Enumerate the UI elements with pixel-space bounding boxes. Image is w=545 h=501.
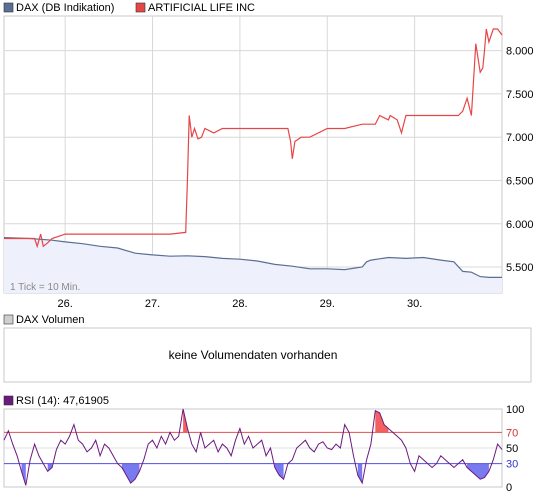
rsi-oversold-fill: [47, 463, 53, 472]
price-x-tick-label: 26.: [58, 298, 73, 310]
price-y-tick-label: 7.500: [506, 89, 534, 101]
rsi-y-tick-label: 50: [506, 443, 518, 455]
price-x-tick-label: 29.: [320, 298, 335, 310]
price-x-tick-label: 28.: [232, 298, 247, 310]
volume-empty-message: keine Volumendaten vorhanden: [169, 348, 338, 362]
rsi-legend-swatch: [3, 395, 14, 406]
rsi-series-line: [3, 408, 503, 486]
price-x-tick-label: 27.: [145, 298, 160, 310]
rsi-zone-fills: [21, 409, 489, 486]
price-y-axis: 8.000 7.500 7.000 6.500 6.000 5.500: [506, 46, 534, 274]
dax-series-line: [3, 237, 502, 278]
volume-legend-swatch: [3, 314, 14, 325]
volume-legend-label: DAX Volumen: [16, 314, 84, 326]
price-y-tick-label: 5.500: [506, 262, 534, 274]
price-y-tick-label: 8.000: [506, 46, 534, 58]
price-x-axis: 26. 27. 28. 29. 30.: [58, 298, 423, 310]
rsi-oversold-fill: [274, 463, 284, 480]
rsi-legend-label: RSI (14): 47,61905: [16, 395, 109, 407]
rsi-overbought-fill: [375, 410, 389, 433]
rsi-y-tick-label: 100: [506, 404, 524, 416]
rsi-y-tick-label: 30: [506, 459, 518, 471]
rsi-y-tick-label: 70: [506, 427, 518, 439]
artificial-legend-label: ARTIFICIAL LIFE INC: [148, 2, 255, 14]
legend-top: DAX (DB Indikation) ARTIFICIAL LIFE INC: [3, 2, 255, 14]
dax-legend-label: DAX (DB Indikation): [16, 2, 114, 14]
dax-legend-swatch: [3, 2, 14, 13]
artificial-legend-swatch: [135, 2, 146, 13]
price-y-tick-label: 6.000: [506, 219, 534, 231]
volume-panel-frame: [3, 327, 532, 383]
rsi-oversold-fill: [357, 463, 363, 484]
rsi-oversold-fill: [21, 463, 26, 486]
price-y-tick-label: 6.500: [506, 175, 534, 187]
price-x-tick-label: 30.: [407, 298, 422, 310]
tick-note: 1 Tick = 10 Min.: [10, 282, 80, 293]
rsi-oversold-fill: [121, 463, 140, 484]
rsi-oversold-fill: [467, 463, 489, 480]
rsi-y-axis: 100 70 50 30 0: [506, 404, 524, 494]
rsi-legend: RSI (14): 47,61905: [3, 395, 109, 407]
rsi-y-tick-label: 0: [506, 482, 512, 494]
price-y-tick-label: 7.000: [506, 132, 534, 144]
volume-legend: DAX Volumen: [3, 314, 84, 326]
artificial-series-line: [4, 28, 503, 249]
